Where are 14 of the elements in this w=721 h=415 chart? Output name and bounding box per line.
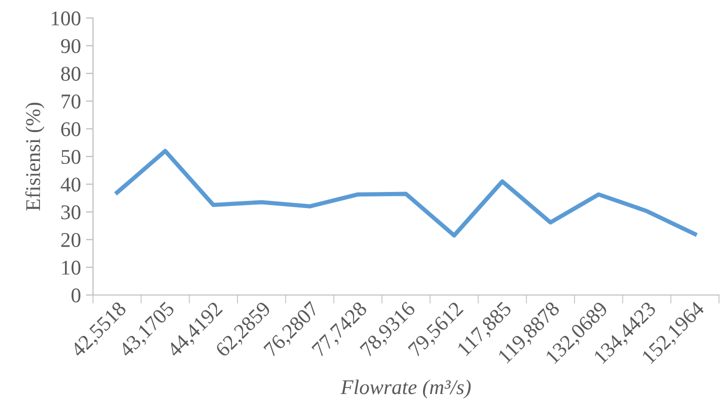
y-tick-label: 50 (62, 150, 80, 164)
line-series (114, 148, 698, 238)
x-axis-title: Flowrate (m³/s) (340, 380, 471, 398)
y-tick-label: 0 (72, 288, 80, 302)
y-tick-label: 100 (52, 11, 80, 26)
y-axis-title: Efisiensi (%) (25, 102, 44, 211)
y-tick-label: 10 (62, 260, 80, 275)
y-tick-label: 40 (60, 178, 80, 192)
y-tick-label: 70 (62, 94, 80, 109)
y-tick-label: 60 (61, 122, 80, 136)
y-tick-label: 90 (61, 39, 80, 54)
y-tick-label: 20 (61, 232, 80, 248)
y-tick-label: 80 (61, 66, 80, 81)
y-tick-label: 30 (61, 205, 80, 220)
